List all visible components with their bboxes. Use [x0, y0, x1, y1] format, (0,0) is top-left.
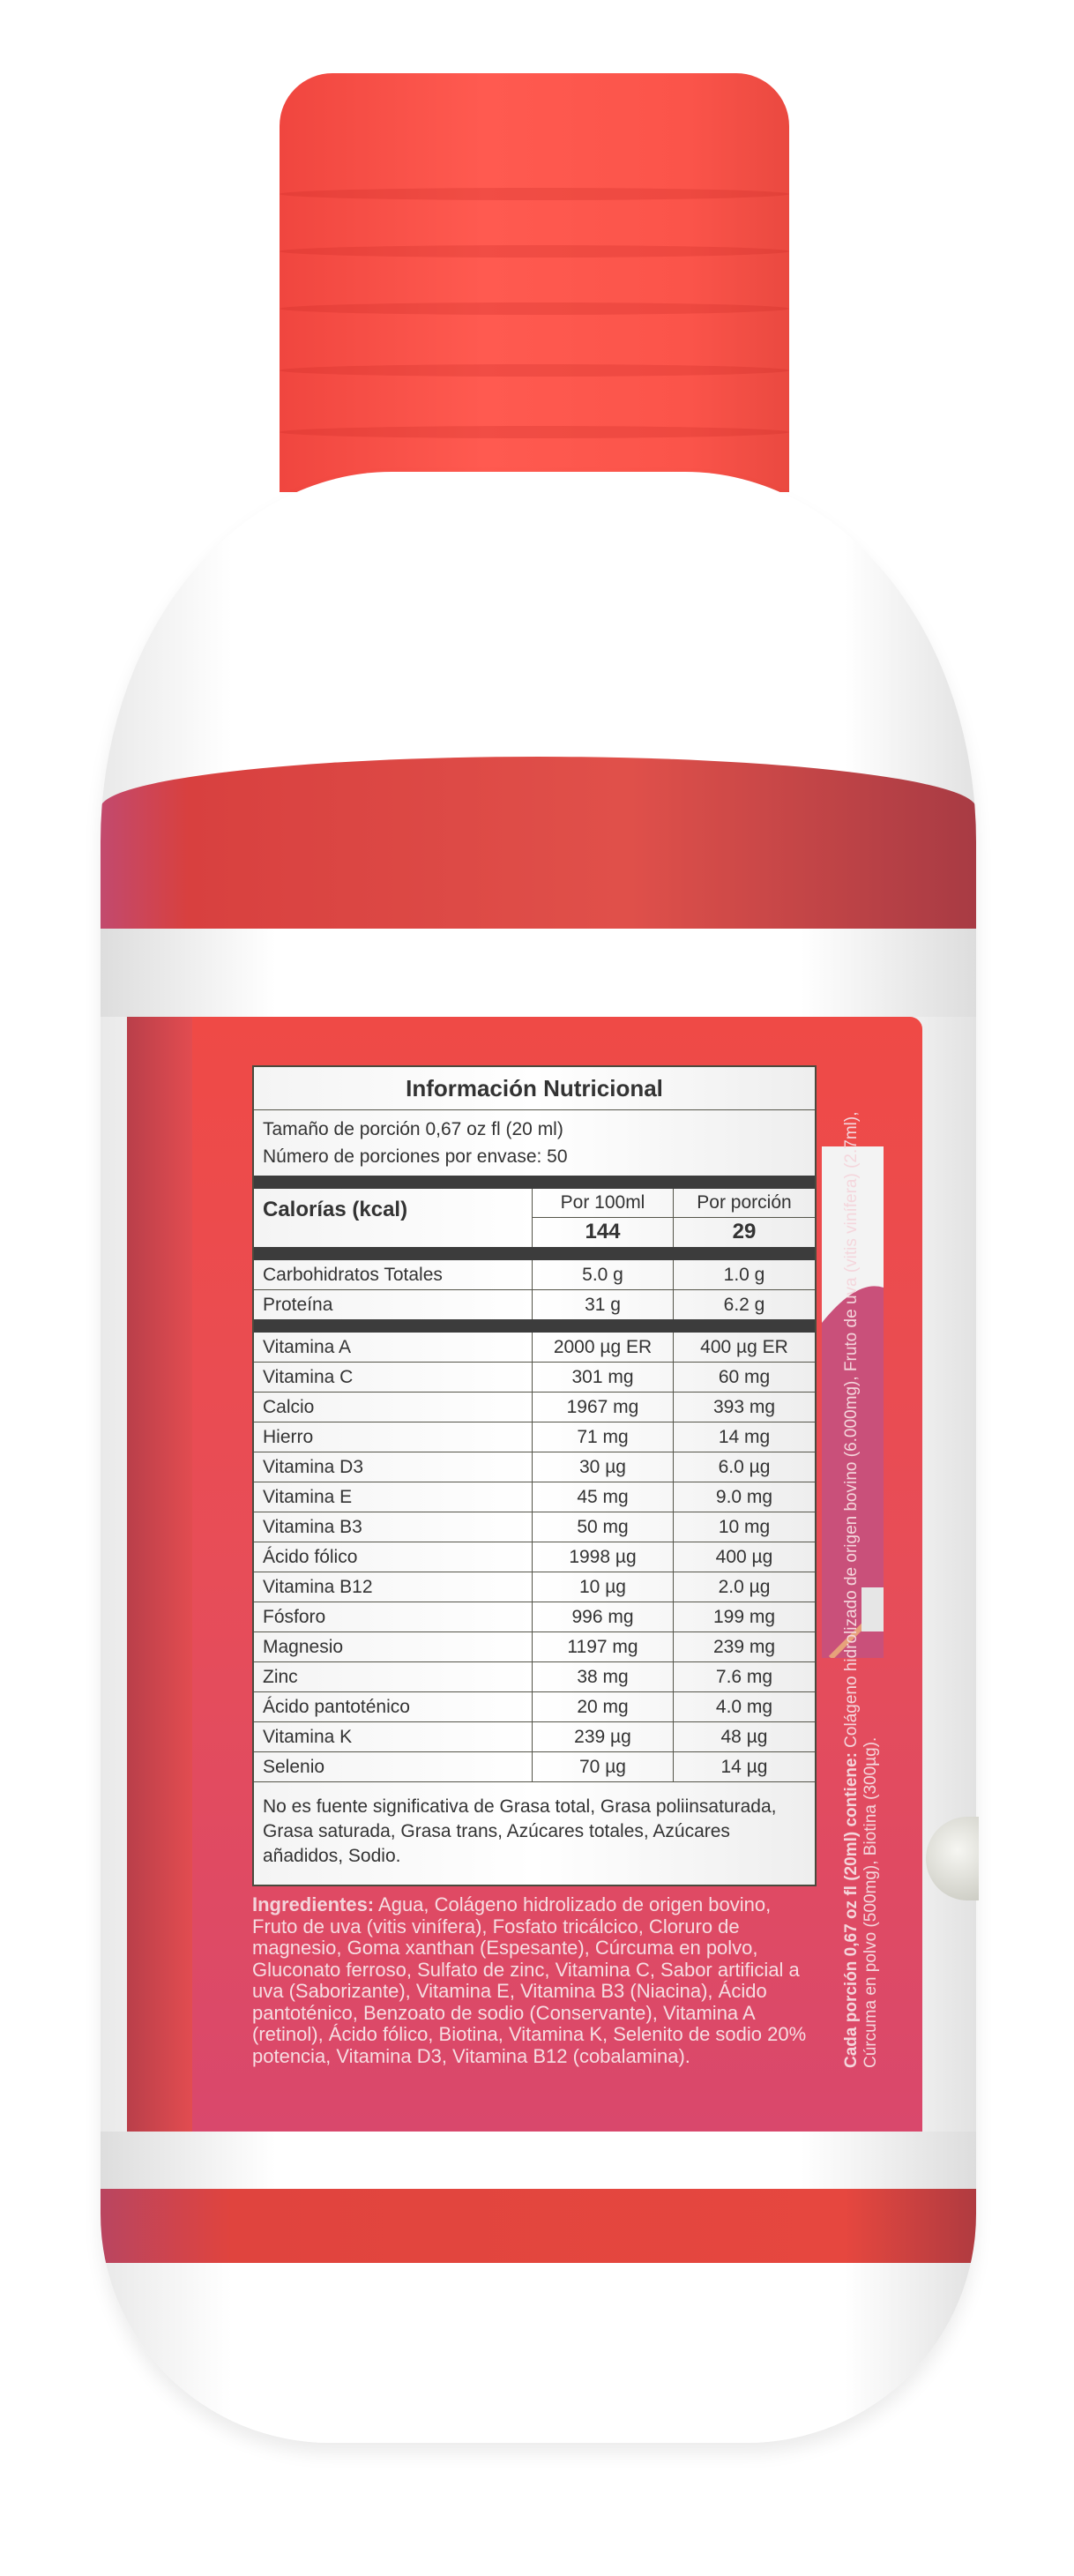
- label-strip-bottom: [101, 2132, 976, 2189]
- nutrition-table: Información Nutricional Tamaño de porció…: [252, 1065, 817, 1886]
- divider: [254, 1319, 815, 1333]
- cell-serving: 60 mg: [673, 1363, 815, 1392]
- cell-name: Fósforo: [263, 1606, 326, 1627]
- cell-name: Proteína: [263, 1294, 333, 1315]
- per-serving-contents: Cada porción 0,67 oz fl (20ml) contiene:…: [842, 1063, 881, 2069]
- cell-per100: 1197 mg: [532, 1632, 673, 1661]
- table-row: Vitamina A 2000 µg ER 400 µg ER: [254, 1333, 815, 1362]
- cell-name: Hierro: [263, 1426, 314, 1447]
- cell-serving: 14 mg: [673, 1422, 815, 1452]
- cell-name: Vitamina B12: [263, 1576, 373, 1597]
- ingredients-text: Agua, Colágeno hidrolizado de origen bov…: [252, 1893, 807, 2067]
- cell-name: Carbohidratos Totales: [263, 1264, 443, 1285]
- table-row: Vitamina D3 30 µg 6.0 µg: [254, 1452, 815, 1482]
- cell-serving: 199 mg: [673, 1602, 815, 1631]
- table-row: Vitamina B12 10 µg 2.0 µg: [254, 1572, 815, 1602]
- label-panel-edge: [127, 1017, 192, 2132]
- cell-per100: 239 µg: [532, 1722, 673, 1751]
- cell-per100: 1998 µg: [532, 1542, 673, 1572]
- cell-per100: 50 mg: [532, 1512, 673, 1542]
- nutrition-title: Información Nutricional: [406, 1075, 663, 1101]
- serving-size: Tamaño de porción 0,67 oz fl (20 ml): [263, 1119, 563, 1139]
- table-row: Vitamina B3 50 mg 10 mg: [254, 1512, 815, 1542]
- table-row: Fósforo 996 mg 199 mg: [254, 1602, 815, 1631]
- cell-name: Selenio: [263, 1756, 325, 1777]
- cell-name: Vitamina K: [263, 1726, 353, 1747]
- cell-serving: 400 µg: [673, 1542, 815, 1572]
- table-row: Carbohidratos Totales 5.0 g 1.0 g: [254, 1260, 815, 1289]
- calories-label: Calorías (kcal): [263, 1198, 408, 1221]
- serving-info: Tamaño de porción 0,67 oz fl (20 ml) Núm…: [254, 1109, 815, 1176]
- cell-per100: 5.0 g: [532, 1260, 673, 1289]
- ingredients: Ingredientes: Agua, Colágeno hidrolizado…: [252, 1893, 817, 2067]
- cell-serving: 1.0 g: [673, 1260, 815, 1289]
- cell-per100: 20 mg: [532, 1692, 673, 1721]
- cell-name: Calcio: [263, 1396, 315, 1417]
- table-row: Vitamina C 301 mg 60 mg: [254, 1362, 815, 1392]
- cell-name: Zinc: [263, 1666, 298, 1687]
- cell-per100: 2000 µg ER: [532, 1333, 673, 1362]
- table-row: Ácido fólico 1998 µg 400 µg: [254, 1542, 815, 1572]
- cell-serving: 393 mg: [673, 1393, 815, 1422]
- table-row: Selenio 70 µg 14 µg: [254, 1751, 815, 1781]
- cell-serving: 7.6 mg: [673, 1662, 815, 1691]
- cell-serving: 2.0 µg: [673, 1572, 815, 1602]
- cell-name: Vitamina A: [263, 1336, 352, 1357]
- cell-serving: 9.0 mg: [673, 1482, 815, 1512]
- cell-per100: 70 µg: [532, 1752, 673, 1781]
- cell-name: Ácido pantoténico: [263, 1696, 410, 1717]
- calories-serving: 29: [732, 1220, 757, 1243]
- cell-serving: 239 mg: [673, 1632, 815, 1661]
- cell-name: Vitamina D3: [263, 1456, 364, 1477]
- bottle-cap: [280, 73, 789, 492]
- col-per100: Por 100ml: [533, 1189, 673, 1218]
- cell-serving: 4.0 mg: [673, 1692, 815, 1721]
- cell-serving: 6.2 g: [673, 1290, 815, 1319]
- table-row: Ácido pantoténico 20 mg 4.0 mg: [254, 1691, 815, 1721]
- cell-serving: 14 µg: [673, 1752, 815, 1781]
- cell-per100: 1967 mg: [532, 1393, 673, 1422]
- per-serving-label: Cada porción 0,67 oz fl (20ml) contiene:: [842, 1752, 861, 2068]
- cell-per100: 996 mg: [532, 1602, 673, 1631]
- label-band-bottom: [101, 2189, 976, 2263]
- table-row: Vitamina E 45 mg 9.0 mg: [254, 1482, 815, 1512]
- side-decoration: [822, 1146, 884, 1658]
- cell-per100: 31 g: [532, 1290, 673, 1319]
- cell-name: Vitamina E: [263, 1486, 353, 1507]
- cell-serving: 6.0 µg: [673, 1452, 815, 1482]
- cell-serving: 400 µg ER: [673, 1333, 815, 1362]
- col-perserving: Por porción: [674, 1189, 815, 1218]
- table-row: Vitamina K 239 µg 48 µg: [254, 1721, 815, 1751]
- cell-per100: 38 mg: [532, 1662, 673, 1691]
- cell-serving: 48 µg: [673, 1722, 815, 1751]
- cell-name: Ácido fólico: [263, 1546, 358, 1567]
- label-strip: [101, 929, 976, 1017]
- table-row: Proteína 31 g 6.2 g: [254, 1289, 815, 1319]
- table-row: Hierro 71 mg 14 mg: [254, 1422, 815, 1452]
- cell-name: Vitamina B3: [263, 1516, 362, 1537]
- cell-per100: 71 mg: [532, 1422, 673, 1452]
- cell-per100: 30 µg: [532, 1452, 673, 1482]
- table-row: Magnesio 1197 mg 239 mg: [254, 1631, 815, 1661]
- table-row: Zinc 38 mg 7.6 mg: [254, 1661, 815, 1691]
- cell-serving: 10 mg: [673, 1512, 815, 1542]
- cell-name: Vitamina C: [263, 1366, 354, 1387]
- servings-per-container: Número de porciones por envase: 50: [263, 1146, 568, 1167]
- label-band-top: [101, 757, 976, 929]
- table-row: Calcio 1967 mg 393 mg: [254, 1392, 815, 1422]
- cell-name: Magnesio: [263, 1636, 344, 1657]
- calories-row: Calorías (kcal) Por 100ml 144 Por porción…: [254, 1189, 815, 1247]
- cell-per100: 301 mg: [532, 1363, 673, 1392]
- cell-per100: 10 µg: [532, 1572, 673, 1602]
- calories-per100: 144: [585, 1220, 621, 1243]
- cell-per100: 45 mg: [532, 1482, 673, 1512]
- divider: [254, 1176, 815, 1189]
- ingredients-label: Ingredientes:: [252, 1893, 375, 1915]
- divider: [254, 1247, 815, 1260]
- footnote: No es fuente significativa de Grasa tota…: [254, 1781, 815, 1885]
